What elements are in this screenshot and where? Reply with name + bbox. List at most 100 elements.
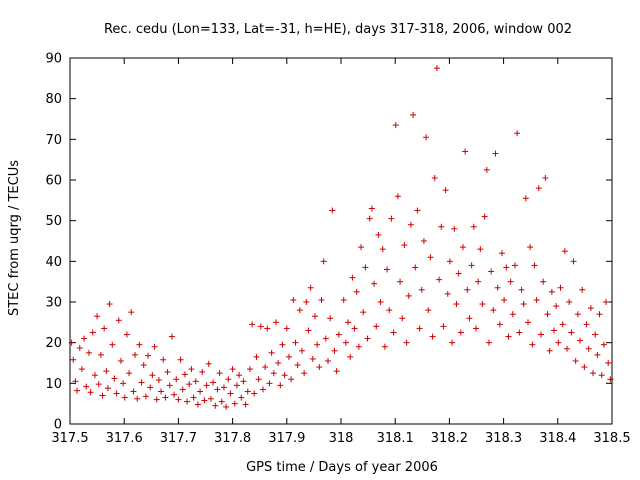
data-point bbox=[292, 339, 299, 346]
data-point bbox=[397, 278, 404, 285]
data-point bbox=[431, 174, 438, 181]
data-point bbox=[126, 370, 133, 377]
data-point bbox=[104, 385, 111, 392]
data-point bbox=[255, 376, 262, 383]
data-point bbox=[579, 286, 586, 293]
data-point bbox=[95, 381, 102, 388]
data-point bbox=[516, 329, 523, 336]
data-point bbox=[94, 313, 101, 320]
data-point bbox=[298, 347, 305, 354]
data-point bbox=[360, 309, 367, 316]
data-point bbox=[272, 319, 279, 326]
data-point bbox=[479, 301, 486, 308]
data-point bbox=[147, 384, 154, 391]
data-point bbox=[483, 166, 490, 173]
data-point bbox=[529, 341, 536, 348]
data-point bbox=[501, 296, 508, 303]
y-tick-label: 80 bbox=[45, 92, 62, 107]
y-tick-label: 50 bbox=[45, 214, 62, 229]
data-point bbox=[175, 396, 182, 403]
data-point bbox=[531, 262, 538, 269]
data-point bbox=[433, 65, 440, 72]
data-point bbox=[401, 242, 408, 249]
data-point bbox=[305, 327, 312, 334]
data-point bbox=[203, 382, 210, 389]
data-point bbox=[362, 264, 369, 271]
data-point bbox=[546, 347, 553, 354]
x-tick-label: 318.5 bbox=[593, 431, 630, 446]
data-point bbox=[438, 223, 445, 230]
data-point bbox=[349, 274, 356, 281]
y-tick-label: 20 bbox=[45, 336, 62, 351]
data-point bbox=[296, 307, 303, 314]
data-point bbox=[266, 380, 273, 387]
data-point bbox=[429, 333, 436, 340]
data-point bbox=[351, 325, 358, 332]
data-point bbox=[277, 382, 284, 389]
data-point bbox=[583, 321, 590, 328]
data-points bbox=[68, 65, 614, 410]
data-point bbox=[153, 396, 160, 403]
data-point bbox=[596, 311, 603, 318]
data-point bbox=[322, 335, 329, 342]
data-point bbox=[155, 377, 162, 384]
data-point bbox=[603, 299, 610, 305]
data-point bbox=[164, 368, 171, 375]
data-point bbox=[394, 193, 401, 200]
data-point bbox=[212, 402, 219, 409]
data-point bbox=[592, 331, 599, 338]
data-point bbox=[386, 307, 393, 314]
data-point bbox=[270, 370, 277, 377]
data-point bbox=[564, 345, 571, 352]
data-point bbox=[537, 331, 544, 338]
x-tick-label: 317.8 bbox=[214, 431, 251, 446]
data-point bbox=[218, 398, 225, 405]
data-point bbox=[311, 313, 318, 320]
x-tick-label: 318 bbox=[329, 431, 354, 446]
data-point bbox=[412, 264, 419, 271]
data-point bbox=[207, 395, 214, 402]
data-point bbox=[307, 284, 314, 291]
y-tick-label: 70 bbox=[45, 133, 62, 148]
data-point bbox=[242, 401, 249, 408]
data-point bbox=[522, 195, 529, 202]
data-point bbox=[551, 327, 558, 334]
data-point bbox=[309, 355, 316, 362]
data-point bbox=[581, 364, 588, 371]
plot-frame bbox=[69, 57, 613, 425]
data-point bbox=[268, 349, 275, 356]
data-point bbox=[205, 360, 212, 367]
data-point bbox=[109, 341, 116, 348]
data-point bbox=[466, 315, 473, 322]
data-point bbox=[514, 130, 521, 137]
data-point bbox=[399, 315, 406, 322]
chart-title: Rec. cedu (Lon=133, Lat=-31, h=HE), days… bbox=[104, 22, 572, 37]
data-point bbox=[585, 345, 592, 352]
data-point bbox=[488, 268, 495, 275]
data-point bbox=[101, 325, 108, 332]
y-tick-label: 0 bbox=[54, 418, 62, 433]
data-point bbox=[117, 357, 124, 364]
data-point bbox=[331, 347, 338, 354]
data-point bbox=[577, 337, 584, 344]
data-point bbox=[436, 276, 443, 283]
data-point bbox=[347, 353, 354, 360]
data-point bbox=[590, 370, 597, 377]
data-point bbox=[128, 309, 135, 316]
data-point bbox=[427, 254, 434, 261]
data-point bbox=[120, 380, 127, 387]
data-point bbox=[379, 246, 386, 253]
data-point bbox=[570, 258, 577, 265]
data-point bbox=[251, 390, 258, 397]
data-point bbox=[490, 307, 497, 314]
data-point bbox=[368, 205, 375, 212]
data-point bbox=[233, 382, 240, 389]
data-point bbox=[149, 372, 156, 379]
data-point bbox=[468, 262, 475, 269]
data-point bbox=[414, 207, 421, 214]
data-point bbox=[115, 317, 122, 324]
x-tick-label: 318.4 bbox=[539, 431, 576, 446]
data-point bbox=[259, 386, 266, 393]
data-point bbox=[223, 403, 230, 410]
data-point bbox=[451, 225, 458, 232]
